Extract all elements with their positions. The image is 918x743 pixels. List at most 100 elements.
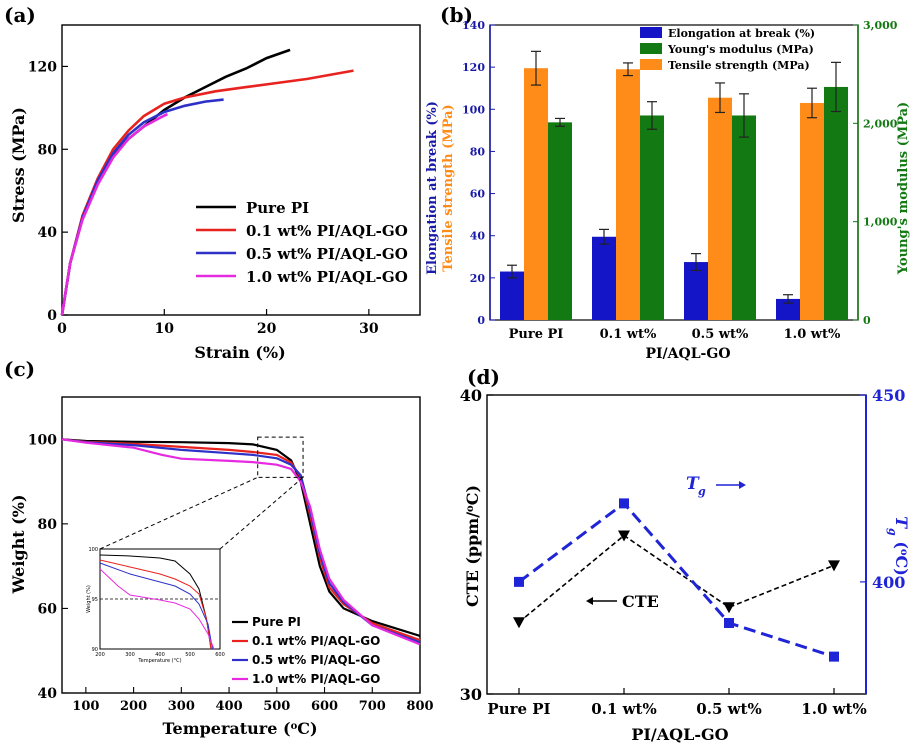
panel-b-category-label: 0.5 wt%	[692, 327, 749, 342]
panel-c-x-tick-label: 100	[72, 699, 99, 714]
panel-c-tga: (c) Temperature (oC) Weight (%) 100 200 30…	[4, 357, 434, 738]
panel-c-y-tick-label: 60	[38, 601, 58, 617]
panel-c-inset-x-tick-label: 600	[215, 652, 225, 658]
panel-b-bar-3	[548, 122, 572, 320]
panel-c-x-tick-label: 600	[311, 699, 338, 714]
panel-d-cte-tg: (d) PI/AQL-GO CTE (ppm/oC) Tg (oC) 30 40 4…	[460, 365, 911, 743]
panel-b-right-tick-label: 2,000	[863, 117, 898, 130]
panel-b-y-label-elongation: Elongation at break (%)	[425, 101, 440, 275]
panel-b-right-tick-label: 0	[863, 314, 871, 327]
panel-a-legend-label: 1.0 wt% PI/AQL-GO	[246, 268, 408, 286]
panel-c-inset-y-tick-label: 95	[92, 597, 98, 603]
panel-c-y-tick-label: 80	[38, 517, 58, 533]
panel-c-zoom-box	[257, 436, 304, 478]
panel-d-left-tick-label: 30	[460, 685, 482, 704]
panel-c-x-tick-label: 700	[359, 699, 386, 714]
panel-b-bar-3	[732, 115, 756, 320]
panel-b-mechanical-bars: (b) PI/AQL-GO Elongation at break (%) Te…	[425, 3, 911, 362]
panel-d-category-label: 0.1 wt%	[591, 700, 656, 718]
panel-c-zoom-connector	[219, 476, 304, 550]
panel-b-bar-3	[824, 86, 848, 320]
panel-a-x-tick-label: 20	[257, 321, 277, 337]
panel-c-x-label: Temperature (oC)	[162, 719, 317, 738]
panel-b-category-label: Pure PI	[509, 327, 564, 342]
panel-b-label: (b)	[440, 3, 473, 27]
panel-c-inset-x-tick-label: 500	[185, 652, 195, 658]
panel-b-y-label-tensile: Tensile strength (MPa)	[441, 104, 456, 271]
panel-b-category-label: 0.1 wt%	[600, 327, 657, 342]
panel-c-inset-y-tick-label: 100	[88, 547, 98, 553]
panel-c-inset-line-3	[99, 562, 213, 650]
panel-a-x-tick-label: 10	[155, 321, 175, 337]
panel-b-legend-swatch	[640, 43, 662, 54]
panel-b-right-tick-label: 3,000	[863, 19, 898, 32]
panel-b-y-label-modulus: Young's modulus (MPa)	[896, 102, 911, 275]
panel-b-category-label: 1.0 wt%	[784, 327, 841, 342]
panel-c-inset-line-4	[99, 568, 215, 650]
panel-b-bar-1	[592, 236, 616, 320]
panel-b-left-tick-label: 140	[462, 19, 485, 32]
panel-c-x-tick-label: 400	[215, 699, 242, 714]
panel-b-left-tick-label: 120	[462, 61, 485, 74]
panel-c-y-tick-label: 40	[38, 686, 58, 702]
panel-b-left-tick-label: 20	[470, 272, 486, 285]
panel-d-right-tick-label: 400	[872, 573, 905, 592]
panel-d-tg-marker	[514, 576, 524, 587]
panel-a-x-label: Strain (%)	[194, 343, 285, 362]
panel-d-tg-annotation-sub: g	[698, 485, 706, 498]
panel-d-y-label-tg: Tg (oC)	[887, 516, 912, 576]
panel-d-cte-marker	[513, 617, 525, 629]
panel-c-x-tick-label: 200	[120, 699, 147, 714]
panel-b-right-tick-label: 1,000	[863, 216, 898, 229]
panel-b-bar-2	[708, 97, 732, 320]
panel-c-zoom-connector	[99, 476, 258, 550]
panel-c-inset-y-tick-label: 90	[92, 647, 98, 653]
panel-a-y-label: Stress (MPa)	[9, 107, 28, 223]
panel-d-label: (d)	[467, 365, 500, 389]
panel-b-left-tick-label: 0	[477, 314, 485, 327]
panel-b-left-tick-label: 80	[470, 145, 486, 158]
panel-c-inset-line-2	[99, 559, 212, 650]
panel-b-legend-label: Young's modulus (MPa)	[667, 43, 814, 56]
panel-c-legend-label: 1.0 wt% PI/AQL-GO	[252, 672, 380, 686]
panel-a-plot-frame	[61, 24, 421, 316]
panel-a-legend-label: 0.5 wt% PI/AQL-GO	[246, 245, 408, 263]
panel-c-legend-label: 0.5 wt% PI/AQL-GO	[252, 653, 380, 667]
panel-b-left-tick-label: 100	[462, 103, 485, 116]
panel-a-series-line-4	[60, 112, 168, 316]
panel-c-inset-y-label: Weight (%)	[86, 585, 92, 613]
panel-b-bar-1	[684, 262, 708, 320]
panel-a-y-tick-label: 40	[38, 225, 58, 241]
panel-d-cte-line	[518, 534, 835, 623]
panel-d-tg-arrowhead	[739, 481, 746, 489]
panel-d-tg-marker	[724, 617, 734, 628]
panel-d-tg-marker	[829, 651, 839, 662]
panel-a-legend-label: 0.1 wt% PI/AQL-GO	[246, 222, 408, 240]
panel-d-category-label: 1.0 wt%	[801, 700, 866, 718]
panel-c-series-line-2	[61, 438, 421, 642]
panel-b-bar-3	[640, 115, 664, 320]
panel-b-bar-2	[800, 102, 824, 320]
panel-d-tg-annotation: T	[686, 474, 700, 494]
panel-a-x-tick-label: 30	[359, 321, 379, 337]
panel-c-inset-x-tick-label: 400	[155, 652, 165, 658]
panel-d-x-label: PI/AQL-GO	[631, 725, 728, 743]
panel-d-category-label: Pure PI	[487, 700, 550, 718]
panel-c-x-tick-label: 500	[263, 699, 290, 714]
panel-a-legend-label: Pure PI	[246, 199, 309, 217]
panel-c-plot-frame	[61, 396, 421, 694]
panel-c-inset-x-label: Temperature (°C)	[137, 658, 181, 664]
panel-a-label: (a)	[4, 3, 36, 27]
panel-b-legend-swatch	[640, 27, 662, 38]
panel-b-bar-1	[776, 298, 800, 320]
panel-b-bar-2	[616, 69, 640, 320]
panel-b-legend-swatch	[640, 59, 662, 70]
panel-d-right-tick-label: 450	[872, 386, 905, 405]
panel-c-series-line-3	[61, 438, 421, 644]
panel-d-cte-annotation: CTE	[622, 592, 659, 611]
panel-c-y-label: Weight (%)	[9, 494, 28, 594]
panel-a-x-tick-label: 0	[57, 321, 67, 337]
panel-b-legend-label: Tensile strength (MPa)	[668, 59, 810, 72]
panel-d-plot-frame	[486, 394, 867, 695]
